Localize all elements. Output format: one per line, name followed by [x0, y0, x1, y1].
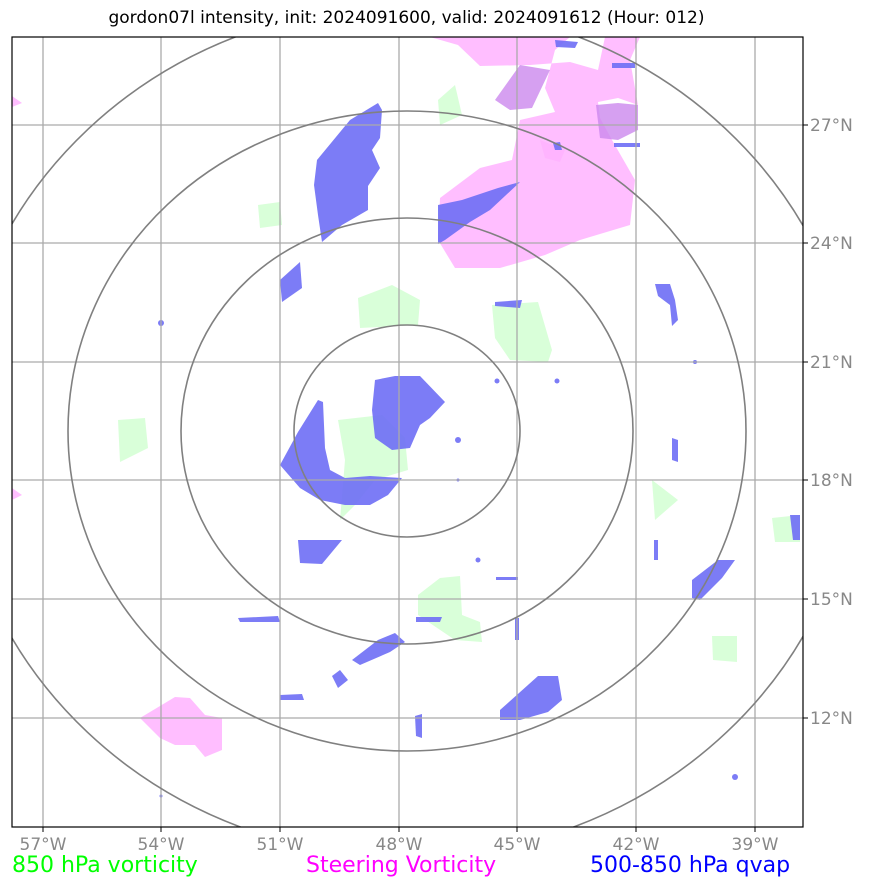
- overlap-layer: [495, 65, 638, 140]
- map-plot-area: [12, 37, 803, 827]
- graticule: [12, 37, 803, 827]
- lon-label-48w: 48°W: [376, 835, 423, 855]
- lat-label-21n: 21°N: [810, 353, 853, 373]
- steering-vorticity-layer: [12, 37, 640, 757]
- lon-label-45w: 45°W: [494, 835, 541, 855]
- lon-label-54w: 54°W: [138, 835, 185, 855]
- lat-label-18n: 18°N: [810, 471, 853, 491]
- map-frame: [11, 36, 804, 828]
- range-rings: [12, 37, 803, 827]
- lat-label-12n: 12°N: [810, 709, 853, 729]
- lon-label-57w: 57°W: [20, 835, 67, 855]
- legend-qvap: 500-850 hPa qvap: [590, 853, 791, 878]
- legend-steering-vorticity: Steering Vorticity: [306, 853, 497, 878]
- lat-label-15n: 15°N: [810, 590, 853, 610]
- lon-label-51w: 51°W: [257, 835, 304, 855]
- qvap-layer: [158, 40, 800, 798]
- lat-label-27n: 27°N: [810, 116, 853, 136]
- lat-label-24n: 24°N: [810, 234, 853, 254]
- map-title: gordon07l intensity, init: 2024091600, v…: [108, 8, 705, 28]
- lon-label-39w: 39°W: [732, 835, 779, 855]
- lon-label-42w: 42°W: [613, 835, 660, 855]
- legend-850hpa-vorticity: 850 hPa vorticity: [12, 853, 198, 878]
- tick-marks: [42, 124, 808, 832]
- vorticity-850-layer: [118, 85, 800, 662]
